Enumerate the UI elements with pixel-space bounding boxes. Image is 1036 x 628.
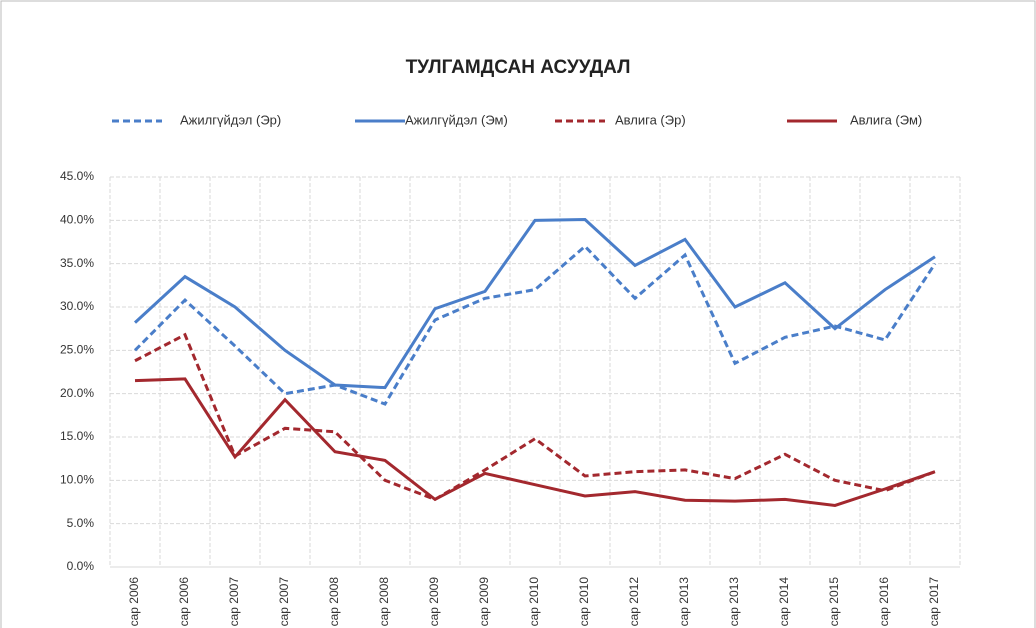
x-tick-label: 3 сар 2016 (877, 577, 891, 628)
y-tick-label: 15.0% (60, 429, 94, 443)
x-tick-label: 3 сар 2007 (227, 577, 241, 628)
x-tick-label: 3 сар 2009 (427, 577, 441, 628)
y-tick-label: 30.0% (60, 299, 94, 313)
legend-label: Ажилгүйдэл (Эм) (405, 112, 508, 127)
chart-title: ТУЛГАМДСАН АСУУДАЛ (406, 57, 631, 78)
x-tick-label: 9 сар 2013 (727, 577, 741, 628)
x-tick-label: 1 сар 2012 (627, 577, 641, 628)
x-tick-label: 3 сар 2017 (927, 577, 941, 628)
x-tick-label: 3 сар 2010 (527, 577, 541, 628)
legend-label: Авлига (Эр) (615, 112, 686, 127)
x-tick-label: 9 сар 2009 (477, 577, 491, 628)
x-tick-label: 3 сар 2008 (327, 577, 341, 628)
y-tick-label: 0.0% (67, 559, 95, 573)
x-tick-label: 3 сар 2014 (777, 577, 791, 628)
x-tick-label: 9 сар 2010 (577, 577, 591, 628)
y-tick-label: 45.0% (60, 169, 94, 183)
x-tick-label: 9 сар 2006 (177, 577, 191, 628)
y-tick-label: 5.0% (67, 516, 95, 530)
series-line (134, 377, 936, 507)
x-tick-label: 9 сар 2007 (277, 577, 291, 628)
x-tick-label: 9 сар 2008 (377, 577, 391, 628)
series-line (134, 332, 936, 502)
x-tick-label: 3 сар 2013 (677, 577, 691, 628)
x-tick-label: 3 сар 2006 (127, 577, 141, 628)
y-tick-label: 35.0% (60, 256, 94, 270)
x-tick-label: 4 сар 2015 (827, 577, 841, 628)
y-tick-label: 10.0% (60, 473, 94, 487)
legend-label: Авлига (Эм) (850, 112, 922, 127)
series-line (133, 217, 936, 390)
y-tick-label: 20.0% (60, 386, 94, 400)
legend-label: Ажилгүйдэл (Эр) (180, 112, 281, 127)
y-tick-label: 25.0% (60, 343, 94, 357)
y-tick-label: 40.0% (60, 213, 94, 227)
